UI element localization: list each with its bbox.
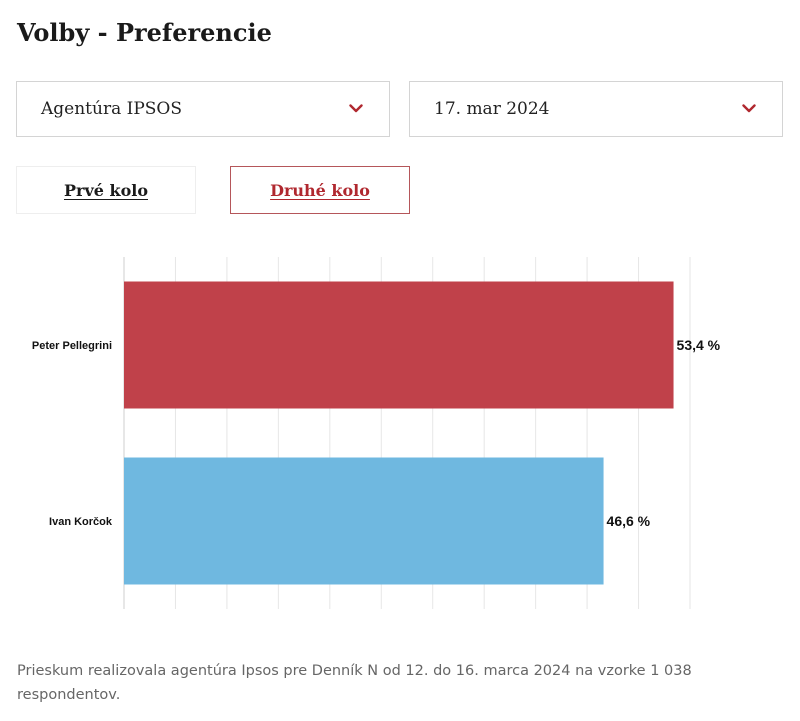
tab-first-round[interactable]: Prvé kolo [16,166,196,214]
bar-1 [124,281,674,409]
value-label: 53,4 % [677,337,721,353]
chart-bars [124,281,674,585]
chart-labels: Peter Pellegrini 53,4 % Ivan Korčok 46,6 % [32,337,721,529]
agency-select[interactable]: Agentúra IPSOS [16,81,390,137]
category-label: Peter Pellegrini [32,340,112,352]
tab-second-round[interactable]: Druhé kolo [230,166,410,214]
chevron-down-icon [349,104,363,113]
category-label: Ivan Korčok [49,516,113,528]
agency-select-value: Agentúra IPSOS [41,99,182,119]
preference-bar-chart: Peter Pellegrini 53,4 % Ivan Korčok 46,6 % [32,257,721,609]
bar-2 [124,457,604,585]
date-select[interactable]: 17. mar 2024 [409,81,783,137]
chevron-down-icon [742,104,756,113]
page-title: Volby - Preferencie [17,18,272,47]
date-select-value: 17. mar 2024 [434,99,550,119]
value-label: 46,6 % [607,513,651,529]
survey-note: Prieskum realizovala agentúra Ipsos pre … [17,663,692,703]
